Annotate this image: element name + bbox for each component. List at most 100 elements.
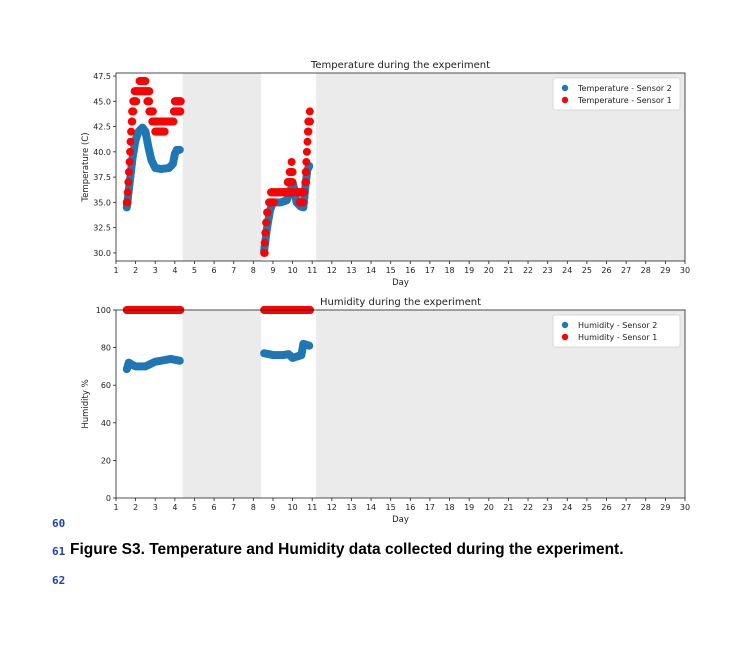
x-tick-label: 7	[231, 503, 236, 512]
x-tick-label: 9	[270, 266, 275, 275]
data-point	[169, 117, 178, 126]
chart-humidity: 1 2 3 4 5 6 7 8 9 10 11 12 13 14 15 16 17 18 19 20 21 22 23 24 2…	[81, 297, 690, 525]
data-point	[145, 97, 154, 106]
data-point	[287, 157, 296, 166]
data-point	[261, 228, 270, 237]
data-point	[127, 127, 136, 136]
plot-frame	[115, 72, 686, 262]
x-tick-label: 21	[503, 503, 513, 512]
data-point	[126, 137, 135, 146]
data-point	[124, 178, 133, 187]
data-point	[123, 198, 132, 207]
x-tick-label: 15	[386, 503, 396, 512]
shaded-range	[182, 310, 262, 498]
y-axis-label: Temperature (C)	[81, 132, 91, 202]
x-tick-label: 27	[621, 503, 631, 512]
y-axis-label: Humidity %	[81, 379, 91, 428]
x-tick-label: 28	[641, 266, 651, 275]
data-point	[123, 188, 132, 197]
plot-frame	[115, 309, 686, 499]
legend-marker	[561, 96, 569, 104]
x-tick-label: 4	[172, 266, 177, 275]
legend: Humidity - Sensor 2 Humidity - Sensor 1	[552, 314, 681, 348]
x-tick-label: 3	[153, 503, 158, 512]
x-tick-label: 19	[464, 503, 474, 512]
data-point	[302, 157, 311, 166]
data-point	[288, 168, 297, 177]
x-tick-label: 23	[543, 266, 553, 275]
x-tick-label: 29	[660, 266, 670, 275]
y-tick-label: 40	[101, 419, 111, 428]
data-point	[160, 127, 169, 136]
figure-caption: Figure S3. Temperature and Humidity data…	[70, 541, 624, 558]
data-point	[300, 188, 309, 197]
x-tick-label: 19	[464, 266, 474, 275]
x-tick-label: 5	[192, 266, 197, 275]
x-tick-label: 20	[484, 503, 494, 512]
chart-title: Temperature during the experiment	[310, 60, 490, 71]
data-point	[145, 87, 154, 96]
data-point	[262, 218, 271, 227]
data-point	[132, 97, 141, 106]
y-tick-label: 20	[101, 456, 111, 465]
y-tick-label: 37.5	[93, 173, 111, 182]
x-tick-label: 20	[484, 266, 494, 275]
legend-box	[552, 77, 681, 111]
x-tick-label: 7	[231, 266, 236, 275]
line-number: 61	[52, 545, 66, 558]
x-tick-label: 1	[113, 503, 118, 512]
series-humidity-sensor-2	[122, 339, 314, 374]
data-point	[176, 97, 185, 106]
x-tick-label: 24	[562, 503, 572, 512]
x-tick-label: 13	[346, 266, 356, 275]
x-axis-label: Day	[392, 515, 409, 525]
x-tick-label: 21	[503, 266, 513, 275]
legend-label: Temperature - Sensor 1	[577, 96, 672, 105]
data-point	[124, 168, 133, 177]
line-number: 62	[52, 574, 66, 587]
x-tick-label: 10	[287, 503, 297, 512]
data-point	[288, 178, 297, 187]
x-tick-label: 12	[327, 503, 337, 512]
data-point	[129, 107, 138, 116]
legend-marker	[561, 321, 569, 329]
x-tick-label: 6	[212, 266, 217, 275]
y-tick-label: 100	[96, 306, 111, 315]
y-tick-label: 30.0	[93, 249, 111, 258]
x-tick-label: 22	[523, 266, 533, 275]
x-tick-label: 5	[192, 503, 197, 512]
data-point	[302, 147, 311, 156]
x-tick-label: 29	[660, 503, 670, 512]
x-tick-label: 30	[680, 266, 690, 275]
data-point	[260, 238, 269, 247]
x-tick-label: 8	[251, 266, 256, 275]
data-point	[305, 107, 314, 116]
x-tick-label: 4	[172, 503, 177, 512]
x-tick-label: 1	[113, 266, 118, 275]
x-tick-label: 14	[366, 503, 376, 512]
data-point	[269, 198, 278, 207]
data-point	[305, 341, 314, 350]
y-tick-label: 42.5	[93, 123, 111, 132]
x-tick-label: 26	[601, 503, 611, 512]
x-tick-label: 11	[307, 503, 317, 512]
shaded-range	[182, 73, 262, 261]
data-point	[304, 127, 313, 136]
series-temperature-sensor-1	[122, 77, 315, 257]
y-tick-label: 0	[106, 494, 111, 503]
y-tick-label: 32.5	[93, 224, 111, 233]
data-point	[176, 107, 185, 116]
x-tick-label: 25	[582, 266, 592, 275]
x-tick-label: 28	[641, 503, 651, 512]
y-tick-label: 40.0	[93, 148, 111, 157]
legend: Temperature - Sensor 2 Temperature - Sens…	[552, 77, 681, 111]
data-point	[306, 117, 315, 126]
data-point	[125, 157, 134, 166]
x-tick-label: 14	[366, 266, 376, 275]
x-tick-label: 30	[680, 503, 690, 512]
data-point	[301, 178, 310, 187]
y-tick-label: 60	[101, 381, 111, 390]
y-tick-label: 47.5	[93, 72, 111, 81]
legend-box	[552, 314, 681, 348]
